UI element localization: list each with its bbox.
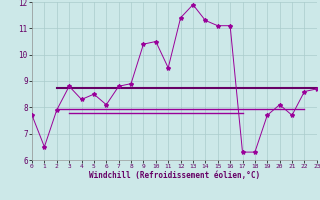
X-axis label: Windchill (Refroidissement éolien,°C): Windchill (Refroidissement éolien,°C) [89,171,260,180]
